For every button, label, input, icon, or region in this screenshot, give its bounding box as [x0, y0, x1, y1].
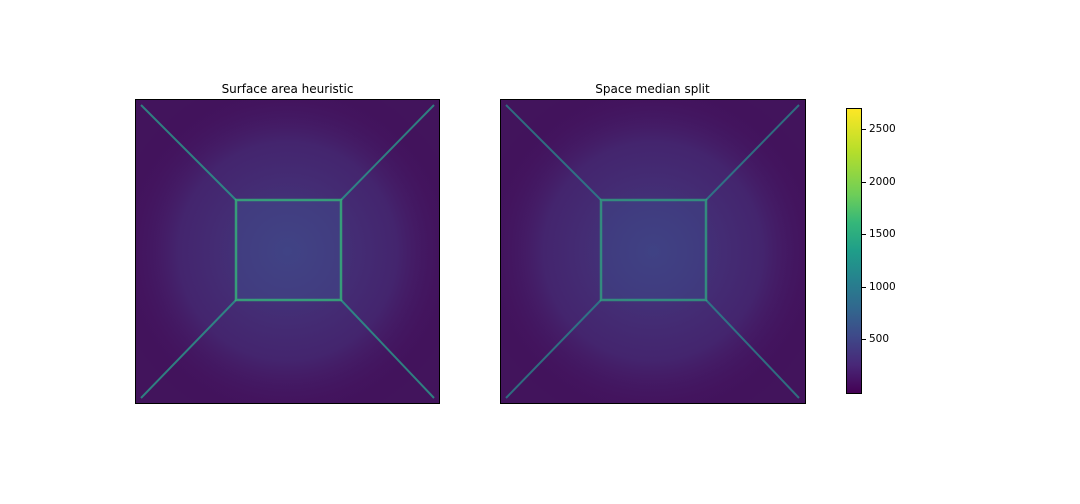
- colorbar-tick-label: 1000: [869, 281, 896, 293]
- colorbar-tick-label: 1500: [869, 228, 896, 240]
- heatmap-sah: [135, 99, 440, 404]
- colorbar-tick: [862, 234, 866, 235]
- heatmap-median-image: [501, 100, 805, 403]
- panel-title-median: Space median split: [595, 82, 710, 96]
- colorbar-tick: [862, 129, 866, 130]
- colorbar-tick-label: 2500: [869, 123, 896, 135]
- panel-title-sah: Surface area heuristic: [221, 82, 354, 96]
- colorbar-tick: [862, 182, 866, 183]
- heatmap-sah-image: [136, 100, 439, 403]
- colorbar-tick-label: 2000: [869, 176, 896, 188]
- colorbar-tick: [862, 287, 866, 288]
- colorbar: [846, 108, 862, 394]
- colorbar-tick: [862, 339, 866, 340]
- colorbar-tick-label: 500: [869, 333, 890, 345]
- heatmap-median: [500, 99, 806, 404]
